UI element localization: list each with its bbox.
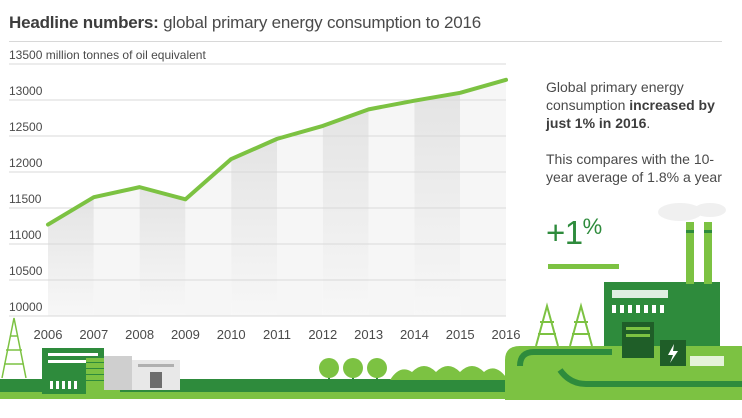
- right-pylons: [535, 302, 593, 347]
- y-tick-label: 12500: [9, 120, 43, 134]
- side-text-increase-bold: increased by just 1% in 2016: [546, 97, 715, 131]
- power-station: [505, 203, 742, 400]
- x-tick-label: 2012: [308, 327, 337, 342]
- x-tick-label: 2014: [400, 327, 429, 342]
- data-point: [412, 99, 416, 103]
- side-text-increase: Global primary energy consumption increa…: [546, 78, 726, 132]
- y-tick-label: 10500: [9, 264, 43, 278]
- year-band: [93, 187, 140, 316]
- big-change-percent: %: [582, 214, 603, 239]
- year-band: [139, 187, 186, 316]
- data-point: [46, 223, 50, 227]
- side-text-increase-lead: Global primary energy consumption: [546, 79, 684, 113]
- chart-title: Headline numbers: global primary energy …: [9, 13, 481, 33]
- data-point: [321, 124, 325, 128]
- year-band: [277, 125, 323, 316]
- x-tick-label: 2016: [492, 327, 521, 342]
- year-band: [185, 159, 232, 316]
- x-tick-label: 2015: [446, 327, 475, 342]
- x-tick-label: 2006: [34, 327, 63, 342]
- data-point: [275, 137, 279, 141]
- big-change-value: +1%: [546, 214, 602, 252]
- x-tick-label: 2010: [217, 327, 246, 342]
- title-divider: [9, 41, 722, 42]
- data-point: [458, 91, 462, 95]
- trees: [319, 358, 387, 384]
- accent-bar: [548, 264, 619, 269]
- data-point: [229, 157, 233, 161]
- big-change-number: +1: [546, 214, 583, 251]
- y-tick-label: 11500: [9, 192, 42, 206]
- year-band: [460, 79, 506, 316]
- left-pylon: [1, 317, 27, 379]
- year-band: [48, 197, 94, 316]
- data-point: [92, 195, 96, 199]
- y-tick-label: 12000: [9, 156, 43, 170]
- data-point: [367, 107, 371, 111]
- side-text-average: This compares with the 10-year average o…: [546, 151, 722, 185]
- ground-strip: [0, 392, 742, 399]
- green-hedge: [390, 366, 508, 380]
- year-band: [322, 109, 369, 316]
- data-point: [138, 185, 142, 189]
- data-point: [504, 78, 508, 82]
- data-point: [183, 197, 187, 201]
- year-band: [414, 92, 461, 316]
- y-tick-label: 11000: [9, 228, 42, 242]
- headline-rest: global primary energy consumption to 201…: [158, 13, 481, 32]
- x-tick-label: 2009: [171, 327, 200, 342]
- headline-bold: Headline numbers:: [9, 13, 159, 32]
- x-tick-label: 2013: [354, 327, 383, 342]
- y-tick-label: 10000: [9, 300, 43, 314]
- y-tick-label: 13500 million tonnes of oil equivalent: [9, 48, 206, 62]
- x-tick-label: 2011: [263, 327, 291, 342]
- grey-buildings: [104, 356, 180, 390]
- x-tick-label: 2008: [125, 327, 154, 342]
- side-text-increase-end: .: [646, 115, 651, 131]
- year-band: [231, 138, 277, 316]
- x-tick-label: 2007: [79, 327, 108, 342]
- y-tick-label: 13000: [9, 84, 43, 98]
